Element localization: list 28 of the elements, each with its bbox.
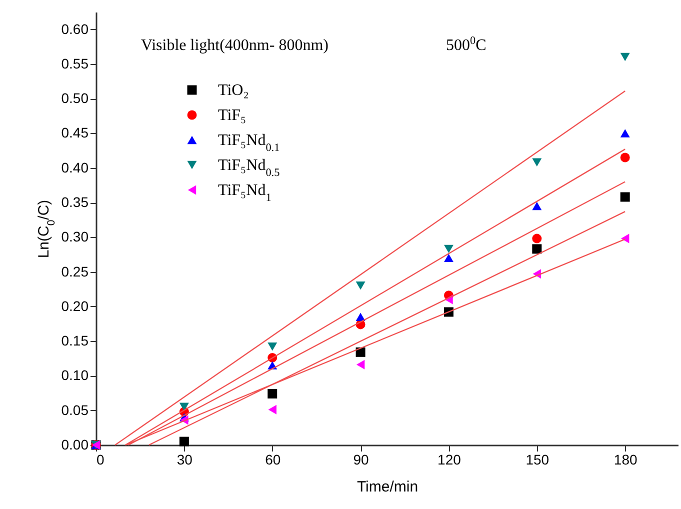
y-tick-label: 0.30 [61, 228, 89, 245]
legend-label: TiO₂ [218, 82, 249, 99]
legend-label: TiF₅Nd$_{0.1}$ [218, 132, 280, 154]
y-tick-label: 0.55 [61, 55, 89, 72]
y-tick-label: 0.15 [61, 332, 89, 349]
x-axis-title: Time/min [356, 478, 418, 496]
y-tick-label: 0.10 [61, 367, 89, 384]
legend-label: TiF₅Nd$_{1}$ [218, 182, 272, 204]
y-tick-label: 0.35 [61, 194, 89, 210]
x-tick-label: 150 [526, 452, 550, 468]
legend-label: TiF₅ [218, 107, 246, 124]
y-tick-label: 0.40 [61, 159, 89, 176]
y-tick-label: 0.00 [61, 436, 89, 452]
x-tick-label: 0 [96, 452, 104, 468]
annotation: Visible light(400nm- 800nm) [141, 37, 328, 54]
y-tick-label: 0.20 [61, 298, 89, 314]
x-tick-label: 60 [265, 452, 281, 468]
x-tick-label: 120 [438, 452, 462, 468]
y-tick-label: 0.45 [61, 124, 89, 141]
y-tick-label: 0.60 [61, 20, 89, 37]
x-tick-label: 90 [353, 452, 370, 468]
legend-label: TiF₅Nd$_{0.5}$ [218, 157, 280, 179]
x-tick-label: 30 [176, 452, 193, 468]
y-tick-label: 0.50 [61, 90, 89, 106]
y-tick-label: 0.05 [61, 402, 89, 418]
annotation: 500$^{0}$C [446, 35, 486, 54]
y-tick-label: 0.25 [61, 263, 89, 280]
x-tick-label: 180 [614, 452, 638, 468]
